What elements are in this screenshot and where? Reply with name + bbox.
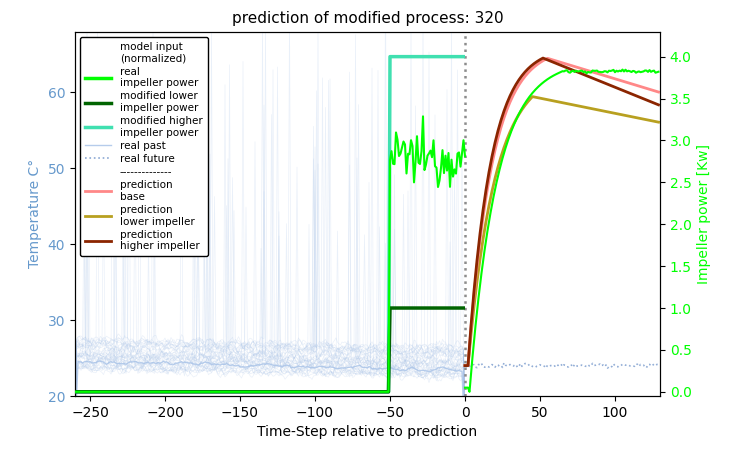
Legend: model input
(normalized), real
impeller power, modified lower
impeller power, mo: model input (normalized), real impeller … bbox=[80, 37, 208, 256]
Y-axis label: Impeller power [Kw]: Impeller power [Kw] bbox=[698, 144, 711, 284]
Title: prediction of modified process: 320: prediction of modified process: 320 bbox=[232, 11, 503, 26]
Y-axis label: Temperature C°: Temperature C° bbox=[28, 159, 42, 268]
X-axis label: Time-Step relative to prediction: Time-Step relative to prediction bbox=[257, 425, 478, 439]
